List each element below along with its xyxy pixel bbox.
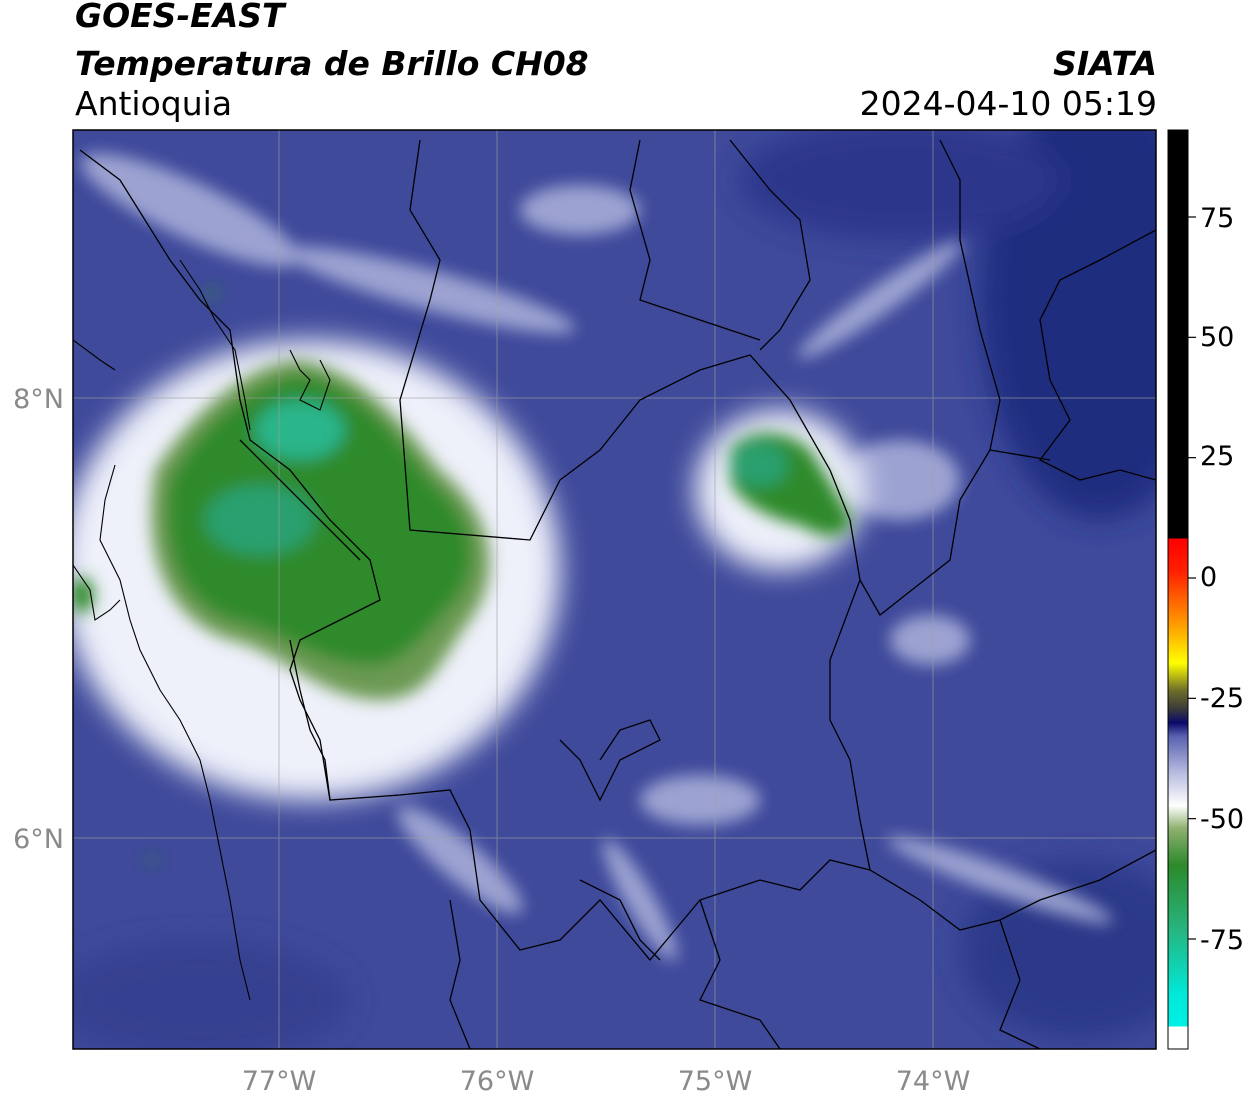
latitude-ticks: 8°N 6°N [13, 384, 64, 855]
lon-tick-75w: 75°W [678, 1066, 753, 1097]
brightness-temperature-image [73, 130, 1156, 1049]
colorbar-tick-label: 75 [1200, 203, 1234, 234]
lat-tick-8n: 8°N [13, 384, 64, 415]
datetime-label: 2024-04-10 05:19 [859, 84, 1157, 123]
colorbar-tick-label: 25 [1200, 441, 1234, 472]
colorbar-tick-label: 0 [1200, 562, 1217, 593]
region-label: Antioquia [75, 84, 233, 123]
colorbar-tick-label: -25 [1200, 683, 1244, 714]
colorbar-tick-label: -75 [1200, 925, 1244, 956]
lat-tick-6n: 6°N [13, 824, 64, 855]
colorbar-tick-label: -50 [1200, 804, 1244, 835]
colorbar-tick-label: 50 [1200, 322, 1234, 353]
title-product: Temperatura de Brillo CH08 [75, 44, 589, 83]
lon-tick-77w: 77°W [242, 1066, 317, 1097]
lon-tick-74w: 74°W [896, 1066, 971, 1097]
coastline [73, 259, 331, 1001]
administrative-borders [79, 139, 1156, 1049]
colorbar-gradient [1167, 129, 1189, 1050]
organization-label: SIATA [1053, 44, 1157, 83]
colorbar: 75 50 25 0 -25 -50 -75 [1167, 129, 1244, 1050]
graticule [73, 130, 1156, 1049]
map-frame [72, 129, 1157, 1050]
lon-tick-76w: 76°W [460, 1066, 535, 1097]
longitude-ticks: 77°W 76°W 75°W 74°W [242, 1066, 971, 1097]
title-satellite: GOES-EAST [75, 0, 285, 35]
